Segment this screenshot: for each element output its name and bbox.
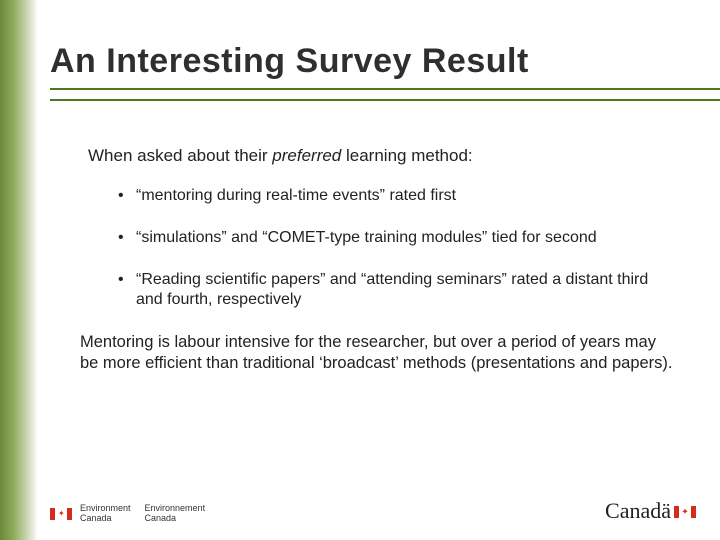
accent-line-bottom: [50, 99, 720, 101]
intro-prefix: When asked about their: [88, 146, 272, 165]
left-gradient-bar: [0, 0, 38, 540]
canada-flag-icon: ✦: [674, 506, 696, 518]
list-item: “Reading scientific papers” and “attendi…: [118, 270, 665, 310]
signature-en-line2: Canada: [80, 514, 131, 524]
title-area: An Interesting Survey Result: [50, 42, 690, 81]
signature-english: Environment Canada: [80, 504, 131, 524]
slide-title: An Interesting Survey Result: [50, 42, 690, 81]
list-item: “simulations” and “COMET-type training m…: [118, 228, 665, 248]
signature-text: Environment Canada Environnement Canada: [80, 504, 205, 524]
accent-line-top: [50, 88, 720, 90]
signature-fr-line2: Canada: [145, 514, 206, 524]
footer: ✦ Environment Canada Environnement Canad…: [50, 488, 696, 524]
wordmark-text: Canadä: [605, 498, 671, 524]
intro-text: When asked about their preferred learnin…: [88, 145, 665, 166]
list-item: “mentoring during real-time events” rate…: [118, 186, 665, 206]
bullet-list: “mentoring during real-time events” rate…: [118, 186, 665, 310]
canada-wordmark: Canadä ✦: [605, 498, 696, 524]
environment-canada-signature: ✦ Environment Canada Environnement Canad…: [50, 504, 205, 524]
intro-emphasis: preferred: [272, 146, 341, 165]
closing-text: Mentoring is labour intensive for the re…: [80, 332, 675, 373]
slide: An Interesting Survey Result When asked …: [0, 0, 720, 540]
content-area: When asked about their preferred learnin…: [88, 145, 665, 374]
intro-suffix: learning method:: [341, 146, 472, 165]
canada-flag-icon: ✦: [50, 508, 72, 520]
signature-french: Environnement Canada: [145, 504, 206, 524]
